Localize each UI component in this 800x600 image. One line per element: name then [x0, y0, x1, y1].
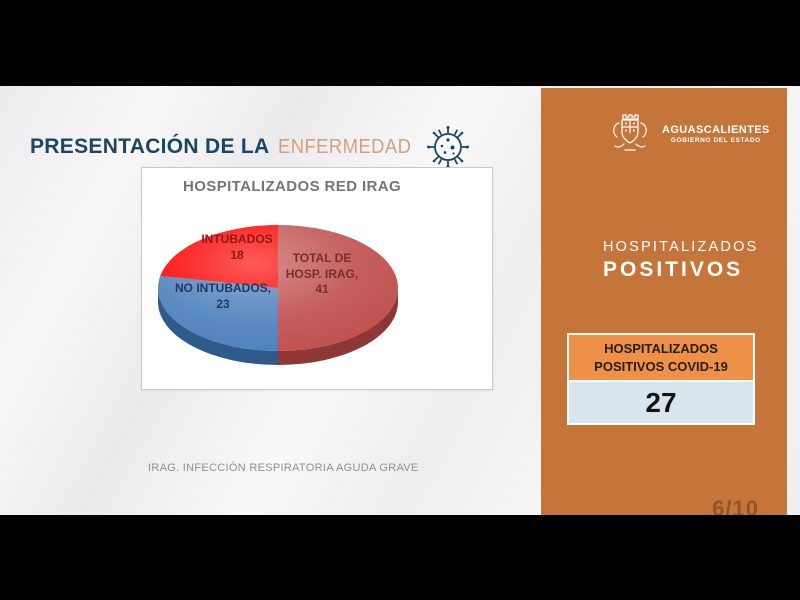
pie-label-total: TOTAL DE HOSP. IRAG, 41 [286, 251, 358, 298]
state-logo-text: AGUASCALIENTES GOBIERNO DEL ESTADO [662, 124, 770, 144]
stat-card-header-line2: POSITIVOS COVID-19 [594, 358, 728, 374]
coat-of-arms-icon [613, 114, 647, 151]
page-number: 6/10 [712, 496, 759, 515]
pie-label-intubados-value: 18 [230, 247, 244, 262]
slide-title: PRESENTACIÓN DE LA ENFERMEDAD [30, 124, 471, 170]
stat-card-header-line1: HOSPITALIZADOS [604, 341, 718, 356]
stat-card-header: HOSPITALIZADOS POSITIVOS COVID-19 [569, 335, 753, 381]
panel-heading: HOSPITALIZADOS POSITIVOS [603, 239, 758, 282]
pie-label-no-intubados-name: NO INTUBADOS, [175, 281, 271, 295]
letterbox-top [0, 0, 800, 86]
virus-icon [426, 126, 469, 168]
slide-title-dark-text: PRESENTACIÓN DE LA [30, 135, 270, 158]
state-logo: AGUASCALIENTES GOBIERNO DEL ESTADO [605, 110, 770, 158]
pie-label-no-intubados: NO INTUBADOS, 23 [175, 281, 271, 312]
pie-label-intubados: INTUBADOS 18 [201, 232, 272, 263]
stat-card-value: 27 [569, 380, 753, 424]
pie-label-total-line1: TOTAL DE [292, 251, 352, 265]
panel-heading-line2: POSITIVOS [603, 258, 744, 281]
presentation-slide: PRESENTACIÓN DE LA ENFERMEDAD [0, 86, 800, 515]
pie-side-total [278, 288, 398, 365]
state-logo-title: AGUASCALIENTES [662, 124, 770, 136]
pie-label-total-line2: HOSP. IRAG, [285, 266, 359, 281]
chart-card: HOSPITALIZADOS RED IRAG [141, 167, 493, 390]
pie-label-total-value: 41 [315, 282, 329, 297]
pie-label-no-intubados-value: 23 [216, 296, 230, 311]
sidebar-panel: AGUASCALIENTES GOBIERNO DEL ESTADO HOSPI… [541, 88, 787, 515]
state-logo-subtitle: GOBIERNO DEL ESTADO [670, 137, 761, 144]
pie-side-no-intubados [158, 288, 278, 365]
slide-title-accent-text: ENFERMEDAD [277, 135, 411, 158]
pie-label-intubados-name: INTUBADOS [201, 232, 273, 246]
chart-title: HOSPITALIZADOS RED IRAG [183, 178, 402, 195]
slide-footnote: IRAG. INFECCIÓN RESPIRATORIA AGUDA GRAVE [148, 462, 419, 474]
letterbox-bottom [0, 515, 800, 600]
pie-chart-3d [158, 225, 398, 365]
stat-card: HOSPITALIZADOS POSITIVOS COVID-19 27 [567, 333, 755, 426]
panel-heading-line1: HOSPITALIZADOS [603, 239, 759, 255]
pie-highlight [158, 225, 398, 351]
